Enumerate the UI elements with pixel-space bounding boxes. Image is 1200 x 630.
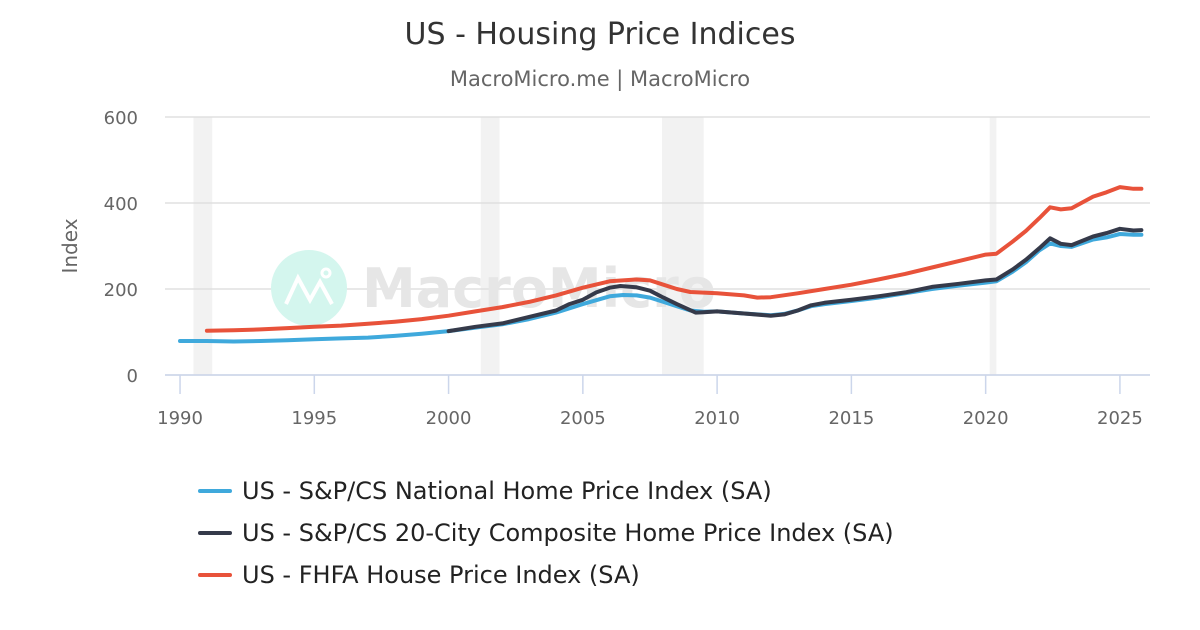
- svg-text:MacroMicro: MacroMicro: [362, 257, 716, 320]
- legend-item-fhfa[interactable]: US - FHFA House Price Index (SA): [198, 554, 894, 596]
- y-tick-label: 200: [104, 280, 138, 301]
- series-line-1: [446, 226, 1144, 334]
- recession-band: [989, 117, 997, 375]
- recession-band: [193, 117, 213, 375]
- y-axis-label: Index: [58, 218, 82, 273]
- recession-bands: [193, 117, 997, 375]
- series-line-2: [204, 185, 1144, 333]
- x-tick-label: 1995: [291, 408, 337, 429]
- gridlines: [165, 116, 1150, 376]
- legend-swatch: [198, 531, 232, 535]
- chart-title: US - Housing Price Indices: [405, 17, 796, 52]
- y-tick-label: 400: [104, 194, 138, 215]
- legend-label: US - FHFA House Price Index (SA): [242, 561, 640, 589]
- y-axis: 0 200 400 600: [104, 108, 138, 387]
- legend-item-20-city[interactable]: US - S&P/CS 20-City Composite Home Price…: [198, 512, 894, 554]
- watermark-logo: MacroMicro: [271, 250, 716, 326]
- x-axis: 1990 1995 2000 2005 2010 2015 2020 2025: [157, 374, 1150, 429]
- legend-swatch: [198, 573, 232, 577]
- x-tick-label: 2015: [828, 408, 874, 429]
- y-tick-label: 600: [104, 108, 138, 129]
- legend-item-national[interactable]: US - S&P/CS National Home Price Index (S…: [198, 470, 894, 512]
- x-tick-label: 2005: [560, 408, 606, 429]
- x-tick-label: 2000: [426, 408, 472, 429]
- x-tick-label: 2020: [963, 408, 1009, 429]
- recession-band: [480, 117, 500, 375]
- series-lines: [178, 185, 1144, 344]
- x-tick-label: 2025: [1097, 408, 1143, 429]
- legend-swatch: [198, 489, 232, 493]
- x-tick-label: 2010: [694, 408, 740, 429]
- chart-subtitle: MacroMicro.me | MacroMicro: [450, 67, 750, 92]
- x-tick-label: 1990: [157, 408, 203, 429]
- recession-band: [662, 117, 704, 375]
- legend-label: US - S&P/CS National Home Price Index (S…: [242, 477, 772, 505]
- legend: US - S&P/CS National Home Price Index (S…: [198, 470, 894, 596]
- y-tick-label: 0: [127, 366, 138, 387]
- legend-label: US - S&P/CS 20-City Composite Home Price…: [242, 519, 894, 547]
